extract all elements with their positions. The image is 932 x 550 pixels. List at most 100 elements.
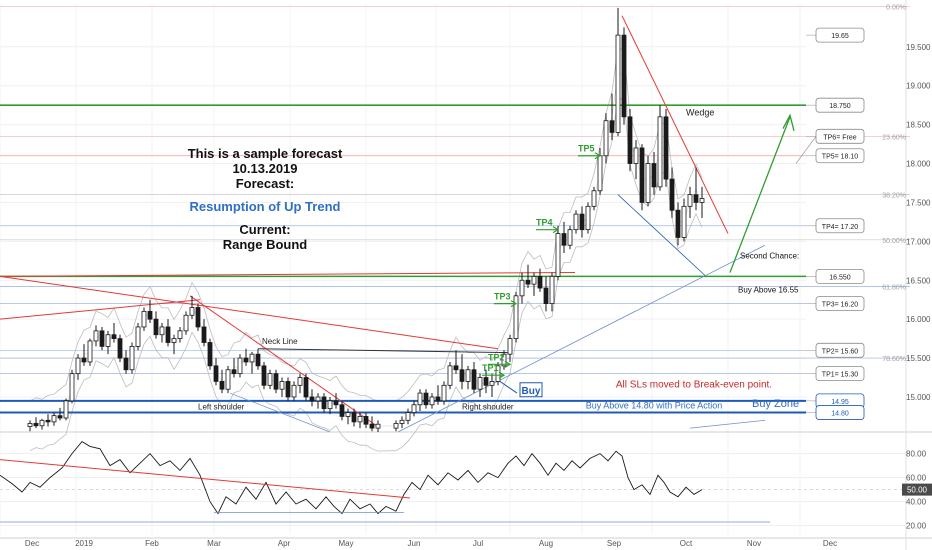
fib-level-label: 0.00% bbox=[886, 4, 906, 11]
fib-level-label: 50.00% bbox=[882, 238, 906, 245]
candle-up bbox=[141, 310, 147, 328]
candle-down bbox=[57, 415, 63, 419]
time-axis-tick: Nov bbox=[747, 539, 761, 548]
rsi-axis-tick: 60.00 bbox=[906, 474, 927, 483]
price-label-box bbox=[815, 148, 865, 164]
candle-up bbox=[87, 340, 93, 363]
price-label-text: 14.95 bbox=[831, 399, 849, 406]
candle-down bbox=[117, 338, 123, 359]
candle-down bbox=[579, 213, 585, 231]
candle-down bbox=[423, 392, 429, 406]
neck-line bbox=[257, 348, 511, 354]
note-line-2: 10.13.2019 bbox=[232, 161, 298, 176]
candle-up bbox=[417, 392, 423, 406]
candle-down bbox=[321, 396, 327, 410]
price-axis-tick: 18.000 bbox=[906, 160, 931, 169]
candle-down bbox=[99, 330, 105, 347]
fib-level-label: 38.20% bbox=[882, 193, 906, 200]
long-downtrend-line bbox=[0, 275, 499, 350]
fib-level-label: 61.80% bbox=[882, 284, 906, 291]
candle-down bbox=[201, 326, 207, 343]
candle-up bbox=[69, 373, 75, 402]
tp1-label: TP1 bbox=[482, 363, 499, 373]
candle-down bbox=[525, 279, 531, 285]
candle-up bbox=[567, 229, 573, 246]
rising-support-line bbox=[397, 244, 766, 433]
forecast-note: This is a sample forecast 10.13.2019 For… bbox=[170, 146, 360, 252]
rsi-line bbox=[0, 441, 703, 515]
fib-level-label: 23.60% bbox=[882, 134, 906, 141]
buy-above-label: Buy Above 14.80 with Price Action bbox=[586, 401, 723, 411]
time-axis-tick: Dec bbox=[25, 539, 39, 548]
rising-red-line bbox=[0, 299, 201, 320]
candle-down bbox=[471, 369, 477, 390]
candle-up bbox=[375, 423, 381, 429]
price-label-box bbox=[815, 218, 865, 234]
price-label-box bbox=[815, 342, 865, 358]
candle-up bbox=[549, 275, 555, 305]
buy-arrow bbox=[499, 381, 518, 394]
candle-down bbox=[453, 365, 459, 371]
candle-up bbox=[615, 34, 621, 133]
candle-up bbox=[699, 198, 705, 203]
price-label-text: 18.750 bbox=[829, 103, 851, 110]
price-label-text: 14.80 bbox=[831, 411, 849, 418]
candle-up bbox=[681, 205, 687, 238]
candle-up bbox=[441, 384, 447, 402]
candle-down bbox=[81, 357, 87, 363]
candle-down bbox=[651, 163, 657, 188]
candle-up bbox=[399, 419, 405, 424]
candle-up bbox=[489, 381, 495, 386]
candle-down bbox=[33, 423, 39, 427]
candle-up bbox=[267, 373, 273, 386]
time-axis-tick: Oct bbox=[680, 539, 693, 548]
price-label-box bbox=[815, 268, 865, 284]
candle-down bbox=[207, 342, 213, 367]
candle-down bbox=[693, 194, 699, 203]
candle-up bbox=[501, 353, 507, 367]
rsi-axis-tick: 20.00 bbox=[906, 522, 927, 531]
candle-up bbox=[591, 190, 597, 207]
candle-up bbox=[645, 163, 651, 203]
candle-down bbox=[483, 377, 489, 386]
price-axis-tick: 19.000 bbox=[906, 82, 931, 91]
candle-down bbox=[351, 412, 357, 423]
tp6-leader bbox=[795, 136, 817, 164]
second-chance-rule: Buy Above 16.55 bbox=[738, 286, 799, 295]
fib-retracement: 0.00% 23.60% 38.20% 50.00% 61.80% 78.60% bbox=[0, 4, 910, 363]
candle-down bbox=[123, 357, 129, 371]
candle-down bbox=[243, 357, 249, 363]
candle-down bbox=[273, 373, 279, 390]
wedge-lower-line bbox=[617, 194, 707, 277]
tp4-label: TP4 bbox=[536, 218, 553, 228]
candle-down bbox=[609, 120, 615, 133]
candle-up bbox=[279, 381, 285, 390]
candle-up bbox=[315, 396, 321, 402]
second-chance-label: Second Chance: bbox=[740, 251, 799, 260]
time-axis: Dec 2019 Feb Mar Apr May Jun Jul Aug Sep Oct Nov Dec bbox=[25, 539, 837, 548]
candle-down bbox=[195, 307, 201, 328]
candle-down bbox=[309, 396, 315, 402]
candle-up bbox=[327, 400, 333, 410]
candle-up bbox=[585, 205, 591, 231]
forecast-arrow-head bbox=[782, 113, 795, 132]
candle-up bbox=[63, 400, 69, 419]
price-label-text: TP4= 17.20 bbox=[822, 224, 858, 231]
price-label-text: TP1= 15.30 bbox=[822, 372, 858, 379]
rsi-axis-tick: 80.00 bbox=[906, 450, 927, 459]
candle-up bbox=[249, 353, 255, 363]
rsi-red-trend-line bbox=[0, 459, 411, 499]
price-label-text: TP5= 18.10 bbox=[822, 154, 858, 161]
candle-up bbox=[93, 330, 99, 342]
candle-down bbox=[561, 233, 567, 246]
all-sls-label: All SLs moved to Break-even point. bbox=[616, 380, 772, 391]
candle-up bbox=[603, 120, 609, 157]
candle-down bbox=[147, 310, 153, 320]
price-axis-tick: 18.500 bbox=[906, 121, 931, 130]
candle-down bbox=[303, 377, 309, 398]
tp4-arrowhead bbox=[552, 226, 560, 234]
candle-down bbox=[459, 369, 465, 382]
bollinger-lower bbox=[29, 96, 703, 452]
tp2-arrowhead bbox=[504, 360, 512, 368]
